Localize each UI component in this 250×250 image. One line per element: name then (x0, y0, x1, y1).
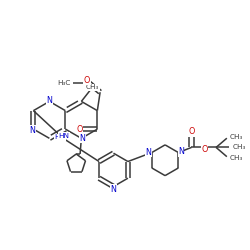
Text: O: O (76, 124, 83, 134)
Text: N: N (110, 184, 116, 194)
Text: H₃C: H₃C (57, 80, 70, 86)
Text: CH₃: CH₃ (230, 134, 243, 140)
Text: CH₃: CH₃ (233, 144, 246, 150)
Text: O: O (188, 127, 195, 136)
Text: N: N (80, 134, 86, 143)
Text: CH₃: CH₃ (86, 84, 99, 90)
Text: N: N (178, 147, 184, 156)
Text: N: N (29, 126, 35, 135)
Text: CH₃: CH₃ (230, 155, 243, 161)
Text: N: N (146, 148, 152, 156)
Text: HN: HN (59, 132, 70, 138)
Text: O: O (84, 76, 90, 85)
Text: N: N (46, 96, 52, 105)
Text: HN: HN (54, 134, 65, 140)
Text: O: O (201, 146, 208, 154)
